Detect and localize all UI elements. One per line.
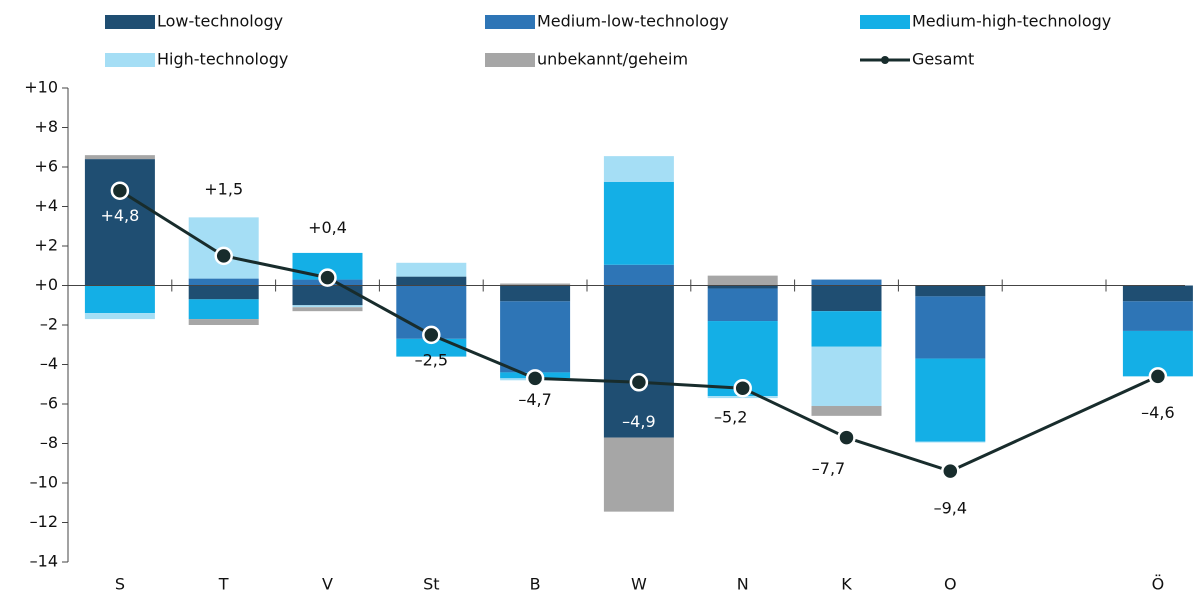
legend-label: unbekannt/geheim (537, 50, 688, 69)
data-label: –5,2 (714, 408, 747, 427)
bar-segment (707, 275, 778, 286)
y-tick-label: +8 (34, 117, 58, 136)
bar-segment (84, 159, 155, 286)
legend-swatch (485, 53, 535, 67)
total-marker (837, 428, 856, 447)
total-marker (214, 246, 233, 266)
bar-segment (500, 301, 571, 373)
bar-segment (84, 313, 155, 320)
y-tick-label: +10 (24, 78, 58, 97)
data-label: +0,4 (308, 218, 347, 237)
total-marker (422, 325, 441, 345)
bar-segment (84, 155, 155, 160)
total-marker (318, 268, 337, 287)
bar-segment (811, 311, 882, 347)
legend-swatch (860, 15, 910, 29)
data-label: –4,7 (518, 390, 551, 409)
bar-segment (292, 305, 363, 308)
bar-segment (707, 288, 778, 322)
data-label: –7,7 (812, 459, 845, 478)
total-marker (733, 378, 752, 398)
y-tick-label: +0 (34, 275, 58, 294)
bar-segment (500, 285, 571, 302)
bar-segment (811, 346, 882, 406)
data-label: +1,5 (204, 179, 243, 198)
x-tick-label: St (423, 575, 439, 594)
total-marker (941, 461, 960, 481)
y-tick-label: –10 (30, 473, 58, 492)
y-tick-label: +6 (34, 157, 58, 176)
bar-segment (603, 285, 674, 438)
bar-segment (707, 285, 778, 289)
bar-segment (1122, 301, 1193, 331)
x-tick-label: V (322, 575, 333, 594)
bar-segment (915, 296, 986, 359)
bar-segment (292, 307, 363, 312)
bar-segment (188, 299, 259, 320)
bar-segment (811, 405, 882, 416)
x-tick-label: N (737, 575, 749, 594)
x-tick-label: W (631, 575, 647, 594)
legend-label: Gesamt (912, 50, 974, 69)
legend-label: High-technology (157, 50, 288, 69)
bar-segment (811, 285, 882, 312)
y-tick-label: –2 (40, 315, 58, 334)
x-tick-label: S (115, 575, 125, 594)
y-tick-label: +2 (34, 236, 58, 255)
data-label: –4,6 (1141, 403, 1174, 422)
y-tick-label: +4 (34, 196, 58, 215)
data-label: –4,9 (622, 412, 655, 431)
y-tick-label: –4 (40, 354, 58, 373)
bar-segment (396, 276, 467, 286)
bar-segment (915, 358, 986, 442)
legend-marker (881, 56, 889, 64)
total-marker (525, 369, 545, 388)
bar-segment (500, 283, 571, 286)
legend-label: Medium-low-technology (537, 12, 729, 31)
legend-swatch (485, 15, 535, 29)
legend-swatch (105, 15, 155, 29)
total-line (119, 189, 1159, 473)
bar-segment (603, 437, 674, 512)
legend-swatch (105, 53, 155, 67)
bar-segment (915, 441, 986, 443)
legend-label: Low-technology (157, 12, 283, 31)
bar-segment (811, 279, 882, 286)
data-label: –2,5 (415, 350, 448, 369)
x-tick-label: B (530, 575, 541, 594)
y-tick-label: –14 (30, 552, 58, 571)
bar-segment (603, 181, 674, 265)
x-tick-label: Ö (1152, 575, 1165, 594)
y-tick-label: –6 (40, 394, 58, 413)
total-marker (110, 181, 130, 200)
x-tick-label: T (218, 575, 229, 594)
bar-segment (188, 285, 259, 300)
bar-segment (292, 285, 363, 306)
bar-segment (396, 262, 467, 277)
x-tick-label: O (944, 575, 957, 594)
y-tick-label: –8 (40, 433, 58, 452)
y-tick-label: –12 (30, 512, 58, 531)
bar-segment (188, 319, 259, 325)
total-marker (1148, 367, 1168, 386)
bar-segment (603, 264, 674, 286)
bar-segment (188, 278, 259, 286)
bar-segment (84, 285, 155, 314)
x-tick-label: K (841, 575, 852, 594)
bar-segment (603, 156, 674, 182)
data-label: –9,4 (934, 499, 967, 518)
total-marker (629, 373, 649, 392)
legend-label: Medium-high-technology (912, 12, 1111, 31)
bar-segment (1122, 285, 1193, 302)
bar-segment (915, 285, 986, 297)
data-label: +4,8 (100, 206, 139, 225)
